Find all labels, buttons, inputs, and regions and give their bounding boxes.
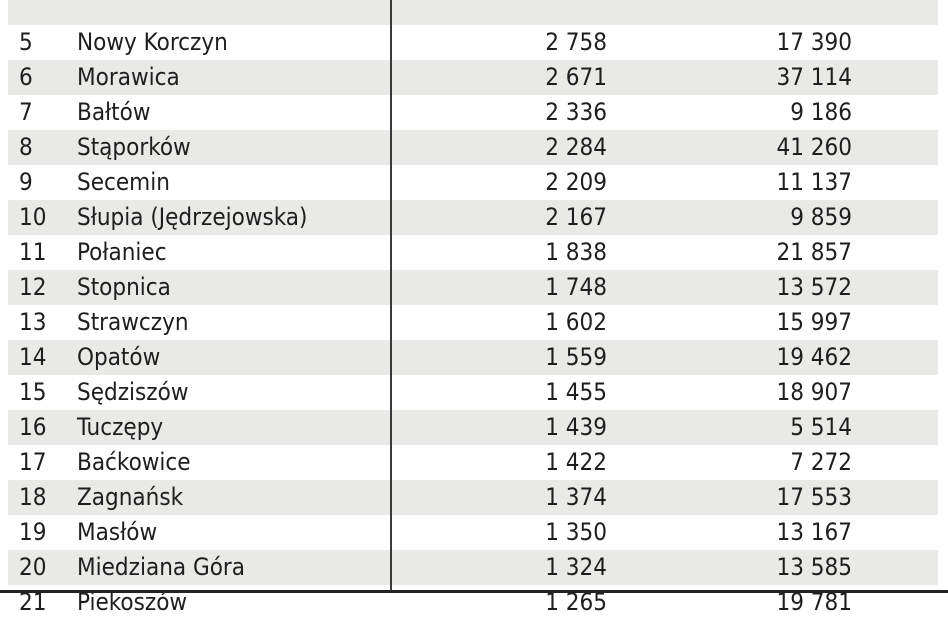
row-value-1: 1 455 [545,378,607,406]
row-value-2: 9 186 [790,98,852,126]
row-rank: 12 [19,273,47,301]
table-row: 17 Baćkowice 1 422 7 272 [8,445,938,480]
table-row: 15 Sędziszów 1 455 18 907 [8,375,938,410]
row-value-2: 19 462 [776,343,852,371]
row-name: Słupia (Jędrzejowska) [77,203,308,231]
row-name: Morawica [77,63,180,91]
row-name: Bałtów [77,98,151,126]
table-row: 7 Bałtów 2 336 9 186 [8,95,938,130]
row-rank: 6 [19,63,33,91]
row-name: Secemin [77,168,170,196]
row-name: Stąporków [77,133,191,161]
row-value-2: 37 114 [776,63,852,91]
table-row: 14 Opatów 1 559 19 462 [8,340,938,375]
table-row: 19 Masłów 1 350 13 167 [8,515,938,550]
row-value-2: 13 167 [776,518,852,546]
row-name: Strawczyn [77,308,189,336]
row-value-2: 9 859 [790,203,852,231]
row-rank: 15 [19,378,47,406]
row-value-1: 2 209 [545,168,607,196]
table-row: 13 Strawczyn 1 602 15 997 [8,305,938,340]
row-value-1: 1 422 [545,448,607,476]
row-rank: 10 [19,203,47,231]
row-value-1: 2 284 [545,133,607,161]
table-row: 9 Secemin 2 209 11 137 [8,165,938,200]
row-value-2: 7 272 [790,448,852,476]
row-value-1: 2 671 [545,63,607,91]
row-rank: 16 [19,413,47,441]
table-row: 8 Stąporków 2 284 41 260 [8,130,938,165]
row-value-2: 15 997 [776,308,852,336]
table-row: 11 Połaniec 1 838 21 857 [8,235,938,270]
row-value-1: 2 336 [545,98,607,126]
row-value-1: 2 758 [545,28,607,56]
row-value-1: 1 602 [545,308,607,336]
row-value-1: 2 167 [545,203,607,231]
row-value-2: 5 514 [790,413,852,441]
row-rank: 11 [19,238,47,266]
row-value-2: 17 390 [776,28,852,56]
row-name: Połaniec [77,238,167,266]
row-value-1: 1 439 [545,413,607,441]
row-rank: 18 [19,483,47,511]
bottom-rule [0,590,948,593]
row-name: Miedziana Góra [77,553,246,581]
row-name: Masłów [77,518,158,546]
row-value-1: 1 374 [545,483,607,511]
row-rank: 13 [19,308,47,336]
row-rank: 9 [19,168,33,196]
table-row: 20 Miedziana Góra 1 324 13 585 [8,550,938,585]
row-rank: 20 [19,553,47,581]
row-name: Tuczępy [77,413,164,441]
row-rank: 19 [19,518,47,546]
row-value-2: 41 260 [776,133,852,161]
row-value-1: 1 748 [545,273,607,301]
row-name: Nowy Korczyn [77,28,228,56]
row-value-2: 18 907 [776,378,852,406]
row-value-2: 17 553 [776,483,852,511]
row-rank: 14 [19,343,47,371]
row-value-2: 21 857 [776,238,852,266]
row-value-1: 1 324 [545,553,607,581]
row-value-1: 1 838 [545,238,607,266]
table-row: 18 Zagnańsk 1 374 17 553 [8,480,938,515]
table-row: 12 Stopnica 1 748 13 572 [8,270,938,305]
table-row: 5 Nowy Korczyn 2 758 17 390 [8,25,938,60]
row-name: Stopnica [77,273,171,301]
row-rank: 7 [19,98,33,126]
row-value-2: 11 137 [776,168,852,196]
row-value-2: 13 585 [776,553,852,581]
table-row: 6 Morawica 2 671 37 114 [8,60,938,95]
row-rank: 5 [19,28,33,56]
row-name: Baćkowice [77,448,191,476]
row-value-1: 1 559 [545,343,607,371]
table-row [8,0,938,25]
table-row: 10 Słupia (Jędrzejowska) 2 167 9 859 [8,200,938,235]
table-row: 16 Tuczępy 1 439 5 514 [8,410,938,445]
row-rank: 17 [19,448,47,476]
row-rank: 8 [19,133,33,161]
column-divider [390,0,392,593]
row-name: Zagnańsk [77,483,184,511]
row-value-1: 1 350 [545,518,607,546]
row-value-2: 13 572 [776,273,852,301]
row-name: Sędziszów [77,378,189,406]
row-name: Opatów [77,343,161,371]
